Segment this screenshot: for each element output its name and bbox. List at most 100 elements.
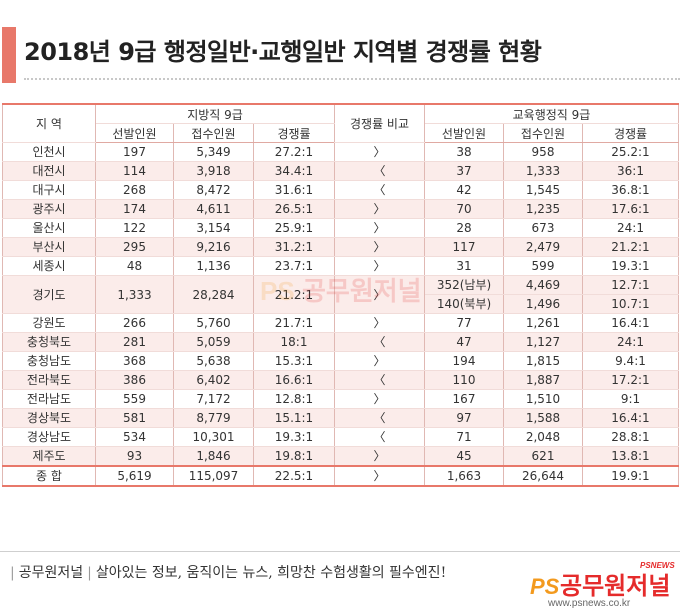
competition-table: 지 역 지방직 9급 경쟁률 비교 교육행정직 9급 선발인원 접수인원 경쟁률… xyxy=(2,103,679,487)
local-applied-cell: 5,760 xyxy=(173,313,254,333)
edu-ratio-cell: 19.9:1 xyxy=(582,465,679,487)
compare-cell: 〉 xyxy=(334,465,425,487)
table-row: 전라남도 559 7,172 12.8:1 〉 167 1,510 9:1 xyxy=(2,389,679,409)
logo-text: 공무원저널 xyxy=(560,572,670,600)
local-selected-cell: 268 xyxy=(95,180,174,200)
local-applied-cell: 5,349 xyxy=(173,142,254,162)
edu-applied-cell: 1,588 xyxy=(503,408,583,428)
edu-applied-cell: 1,127 xyxy=(503,332,583,352)
region-cell: 강원도 xyxy=(2,313,96,333)
region-cell: 충청북도 xyxy=(2,332,96,352)
local-ratio-header: 경쟁률 xyxy=(253,123,335,143)
region-cell: 울산시 xyxy=(2,218,96,238)
table-row: 부산시 295 9,216 31.2:1 〉 117 2,479 21.2:1 xyxy=(2,237,679,257)
local-ratio-cell: 27.2:1 xyxy=(253,142,335,162)
compare-cell: 〈 xyxy=(334,332,425,352)
edu-ratio-cell: 36:1 xyxy=(582,161,679,181)
edu-ratio-cell: 16.4:1 xyxy=(582,313,679,333)
table-row: 제주도 93 1,846 19.8:1 〉 45 621 13.8:1 xyxy=(2,446,679,467)
table-row: 140(북부) 1,496 10.7:1 xyxy=(3,294,679,314)
region-cell: 전라북도 xyxy=(2,370,96,390)
compare-cell: 〉 xyxy=(334,142,425,162)
compare-cell: 〉 xyxy=(334,218,425,238)
logo-mark: PS xyxy=(530,574,560,599)
local-selected-header: 선발인원 xyxy=(95,123,174,143)
local-applied-cell: 3,154 xyxy=(173,218,254,238)
local-ratio-cell: 21.7:1 xyxy=(253,313,335,333)
region-cell: 충청남도 xyxy=(2,351,96,371)
edu-selected-cell: 117 xyxy=(424,237,504,257)
title-accent-bar xyxy=(2,27,16,83)
region-header: 지 역 xyxy=(2,103,96,143)
local-ratio-cell: 18:1 xyxy=(253,332,335,352)
edu-selected-cell: 70 xyxy=(424,199,504,219)
header: 2018년 9급 행정일반·교행일반 지역별 경쟁률 현황 xyxy=(0,0,680,96)
edu-selected-cell: 45 xyxy=(424,446,504,467)
local-applied-header: 접수인원 xyxy=(173,123,254,143)
region-cell: 전라남도 xyxy=(2,389,96,409)
edu-applied-cell: 2,048 xyxy=(503,427,583,447)
table-row: 경상남도 534 10,301 19.3:1 〈 71 2,048 28.8:1 xyxy=(2,427,679,447)
edu-applied-cell: 621 xyxy=(503,446,583,467)
region-cell: 경상북도 xyxy=(2,408,96,428)
table-row: 대전시 114 3,918 34.4:1 〈 37 1,333 36:1 xyxy=(2,161,679,181)
local-selected-cell: 1,333 xyxy=(95,275,174,314)
site-url-link[interactable]: www.psnews.co.kr xyxy=(548,598,631,609)
edu-ratio-cell: 10.7:1 xyxy=(582,294,679,314)
edu-ratio-cell: 21.2:1 xyxy=(582,237,679,257)
local-ratio-cell: 15.1:1 xyxy=(253,408,335,428)
edu-selected-cell: 42 xyxy=(424,180,504,200)
local-selected-cell: 368 xyxy=(95,351,174,371)
local-applied-cell: 8,779 xyxy=(173,408,254,428)
edu-ratio-cell: 17.2:1 xyxy=(582,370,679,390)
edu-selected-cell: 77 xyxy=(424,313,504,333)
compare-cell: 〉 xyxy=(334,351,425,371)
local-ratio-cell: 19.3:1 xyxy=(253,427,335,447)
region-cell: 경기도 xyxy=(2,275,96,314)
edu-applied-cell: 1,510 xyxy=(503,389,583,409)
local-selected-cell: 581 xyxy=(95,408,174,428)
footer-slogan-row: | 공무원저널 | 살아있는 정보, 움직이는 뉴스, 희망찬 수험생활의 필수엔진! xyxy=(6,562,446,582)
compare-cell: 〉 xyxy=(334,389,425,409)
edu-selected-cell: 31 xyxy=(424,256,504,276)
region-cell: 대전시 xyxy=(2,161,96,181)
local-applied-cell: 9,216 xyxy=(173,237,254,257)
edu-ratio-cell: 12.7:1 xyxy=(582,275,679,295)
psnews-logo[interactable]: PS 공무원저널 PSNEWS xyxy=(528,556,678,602)
local-selected-cell: 122 xyxy=(95,218,174,238)
edu-applied-cell: 1,261 xyxy=(503,313,583,333)
local-selected-cell: 114 xyxy=(95,161,174,181)
local-group-header: 지방직 9급 xyxy=(95,103,335,124)
compare-cell: 〈 xyxy=(334,370,425,390)
edu-applied-cell: 2,479 xyxy=(503,237,583,257)
local-applied-cell: 1,846 xyxy=(173,446,254,467)
local-ratio-cell: 12.8:1 xyxy=(253,389,335,409)
table-row: 충청남도 368 5,638 15.3:1 〉 194 1,815 9.4:1 xyxy=(2,351,679,371)
local-selected-cell: 559 xyxy=(95,389,174,409)
region-cell: 종 합 xyxy=(2,465,96,487)
local-selected-cell: 281 xyxy=(95,332,174,352)
local-selected-cell: 5,619 xyxy=(95,465,174,487)
table-row: 경기도 1,333 28,284 21.2:1 〉 352(남부) 4,469 … xyxy=(2,275,679,314)
local-ratio-cell: 34.4:1 xyxy=(253,161,335,181)
compare-cell: 〉 xyxy=(334,237,425,257)
edu-selected-cell: 352(남부) xyxy=(424,275,504,295)
region-cell: 인천시 xyxy=(2,142,96,162)
compare-cell: 〈 xyxy=(334,180,425,200)
local-ratio-cell: 23.7:1 xyxy=(253,256,335,276)
compare-cell: 〉 xyxy=(334,256,425,276)
table-row: 충청북도 281 5,059 18:1 〈 47 1,127 24:1 xyxy=(2,332,679,352)
local-selected-cell: 266 xyxy=(95,313,174,333)
local-selected-cell: 197 xyxy=(95,142,174,162)
compare-cell: 〉 xyxy=(334,199,425,219)
footer-separator: | xyxy=(87,565,92,581)
local-ratio-cell: 15.3:1 xyxy=(253,351,335,371)
edu-selected-cell: 38 xyxy=(424,142,504,162)
edu-applied-header: 접수인원 xyxy=(503,123,583,143)
local-selected-cell: 534 xyxy=(95,427,174,447)
edu-ratio-cell: 17.6:1 xyxy=(582,199,679,219)
edu-selected-header: 선발인원 xyxy=(424,123,504,143)
local-selected-cell: 48 xyxy=(95,256,174,276)
edu-ratio-cell: 13.8:1 xyxy=(582,446,679,467)
local-applied-cell: 4,611 xyxy=(173,199,254,219)
